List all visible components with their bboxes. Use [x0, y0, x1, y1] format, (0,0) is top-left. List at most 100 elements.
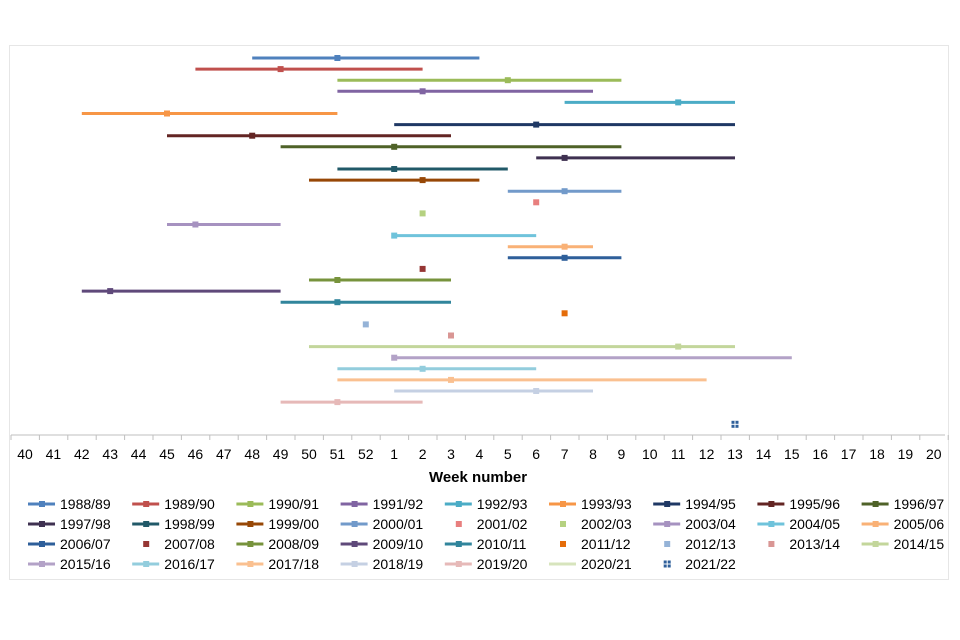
x-tick-label: 1 — [390, 446, 398, 462]
legend-swatch — [560, 521, 566, 527]
series-2005-06 — [507, 243, 593, 250]
x-tick-label: 4 — [476, 446, 484, 462]
series-2014-15 — [309, 343, 735, 350]
legend-swatch-marker — [143, 561, 150, 567]
legend-swatch — [768, 541, 775, 547]
legend-swatch-marker — [455, 501, 462, 507]
series-2001-02 — [533, 199, 540, 206]
legend-label: 2008/09 — [268, 536, 319, 552]
legend-swatch-marker — [351, 561, 358, 567]
season-peak-marker — [334, 399, 341, 406]
legend-swatch-marker — [39, 561, 45, 567]
series-1990-91 — [337, 77, 622, 84]
legend-swatch-marker — [351, 521, 358, 527]
legend-item-2008-09: 2008/09 — [236, 536, 319, 552]
series-2006-07 — [507, 254, 622, 261]
legend-item-2009-10: 2009/10 — [340, 536, 423, 552]
legend-item-2002-03: 2002/03 — [560, 516, 632, 532]
series-2012-13 — [362, 321, 369, 328]
legend-swatch-marker — [560, 501, 566, 507]
season-peak-marker — [561, 310, 568, 317]
series-2018-19 — [394, 388, 593, 394]
legend-swatch-marker — [455, 541, 462, 547]
season-peak-marker — [561, 154, 568, 161]
season-peak-marker — [419, 265, 426, 272]
legend-item-2012-13: 2012/13 — [664, 536, 736, 552]
legend-item-1997-98: 1997/98 — [28, 516, 111, 532]
legend-label: 2016/17 — [164, 556, 215, 572]
legend-item-2013-14: 2013/14 — [768, 536, 840, 552]
legend-swatch-marker — [768, 501, 775, 507]
season-peak-marker — [164, 110, 170, 117]
x-tick-label: 46 — [188, 446, 204, 462]
series-1988-89 — [252, 55, 480, 61]
legend-label: 2013/14 — [789, 536, 840, 552]
legend-label: 2002/03 — [581, 516, 632, 532]
legend-label: 2011/12 — [581, 536, 631, 552]
legend-item-1995-96: 1995/96 — [757, 496, 840, 512]
x-tick-label: 14 — [756, 446, 772, 462]
series-2004-05 — [391, 232, 537, 239]
legend-swatch-marker — [351, 501, 358, 507]
chart-frame — [9, 45, 949, 580]
x-tick-label: 48 — [244, 446, 260, 462]
legend-swatch-marker — [455, 561, 462, 567]
legend-swatch-marker — [247, 561, 254, 567]
legend-item-1991-92: 1991/92 — [340, 496, 423, 512]
legend-item-2014-15: 2014/15 — [861, 536, 945, 552]
legend-item-2005-06: 2005/06 — [861, 516, 944, 532]
legend-item-1999-00: 1999/00 — [236, 516, 319, 532]
legend-swatch-marker — [39, 521, 45, 527]
legend-label: 2001/02 — [477, 516, 528, 532]
season-peak-marker — [561, 188, 568, 195]
legend-label: 2006/07 — [60, 536, 111, 552]
legend-label: 1989/90 — [164, 496, 215, 512]
x-tick-label: 45 — [159, 446, 175, 462]
series-2016-17 — [337, 365, 537, 372]
series-1996-97 — [280, 143, 622, 150]
series-2013-14 — [448, 332, 454, 339]
legend-item-2016-17: 2016/17 — [132, 556, 215, 572]
legend-item-2011-12: 2011/12 — [560, 536, 631, 552]
legend-swatch-marker — [872, 521, 879, 527]
x-tick-label: 49 — [273, 446, 289, 462]
legend-label: 2014/15 — [894, 536, 945, 552]
legend-swatch — [560, 541, 566, 547]
legend-swatch-marker — [39, 541, 45, 547]
legend-item-1989-90: 1989/90 — [132, 496, 215, 512]
legend-item-2003-04: 2003/04 — [653, 516, 736, 532]
x-tick-label: 40 — [17, 446, 33, 462]
season-peak-marker — [192, 221, 199, 228]
legend-item-1994-95: 1994/95 — [653, 496, 736, 512]
series-1998-99 — [337, 166, 508, 172]
season-peak-marker — [561, 254, 568, 261]
season-peak-marker — [448, 376, 454, 383]
season-peak-marker — [334, 55, 341, 61]
legend-item-1993-93: 1993/93 — [549, 496, 632, 512]
legend-swatch-marker — [143, 521, 150, 527]
series-2017-18 — [337, 376, 707, 383]
legend-swatch — [664, 541, 671, 547]
legend-label: 1992/93 — [477, 496, 528, 512]
season-peak-marker — [249, 132, 256, 139]
season-peak-marker — [448, 332, 454, 339]
x-tick-label: 16 — [812, 446, 828, 462]
series-2009-10 — [81, 288, 281, 295]
series-2021-22 — [731, 420, 739, 428]
season-peak-marker — [391, 143, 398, 150]
legend-label: 1988/89 — [60, 496, 111, 512]
season-peak-marker — [675, 343, 682, 350]
series-1995-96 — [167, 132, 451, 139]
series-1999-00 — [309, 177, 480, 184]
season-peak-marker — [277, 66, 284, 73]
x-tick-label: 41 — [46, 446, 62, 462]
x-tick-label: 11 — [671, 446, 686, 462]
series-2015-16 — [391, 354, 792, 361]
x-tick-label: 19 — [898, 446, 914, 462]
series-2010-11 — [280, 299, 451, 306]
legend-label: 1997/98 — [60, 516, 111, 532]
legend-label: 2017/18 — [268, 556, 319, 572]
series-2011-12 — [561, 310, 568, 317]
series-2007-08 — [419, 265, 426, 272]
legend-item-1996-97: 1996/97 — [861, 496, 944, 512]
